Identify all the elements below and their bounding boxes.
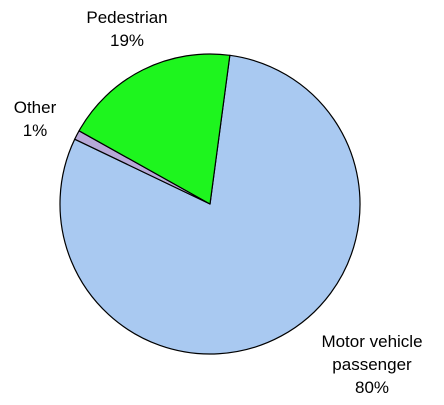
slice-name: Motor vehicle passenger (321, 332, 423, 374)
slice-name: Other (13, 98, 57, 117)
slice-value: 80% (354, 378, 390, 397)
slice-label: Motor vehicle passenger 80% (307, 330, 437, 399)
slice-label: Other 1% (0, 96, 100, 142)
slice-name: Pedestrian (86, 8, 168, 27)
slice-value: 19% (109, 31, 145, 50)
slice-value: 1% (22, 121, 48, 140)
pie-slice (78, 53, 231, 205)
slice-label: Pedestrian 19% (62, 6, 192, 52)
pie-slice (59, 54, 361, 355)
